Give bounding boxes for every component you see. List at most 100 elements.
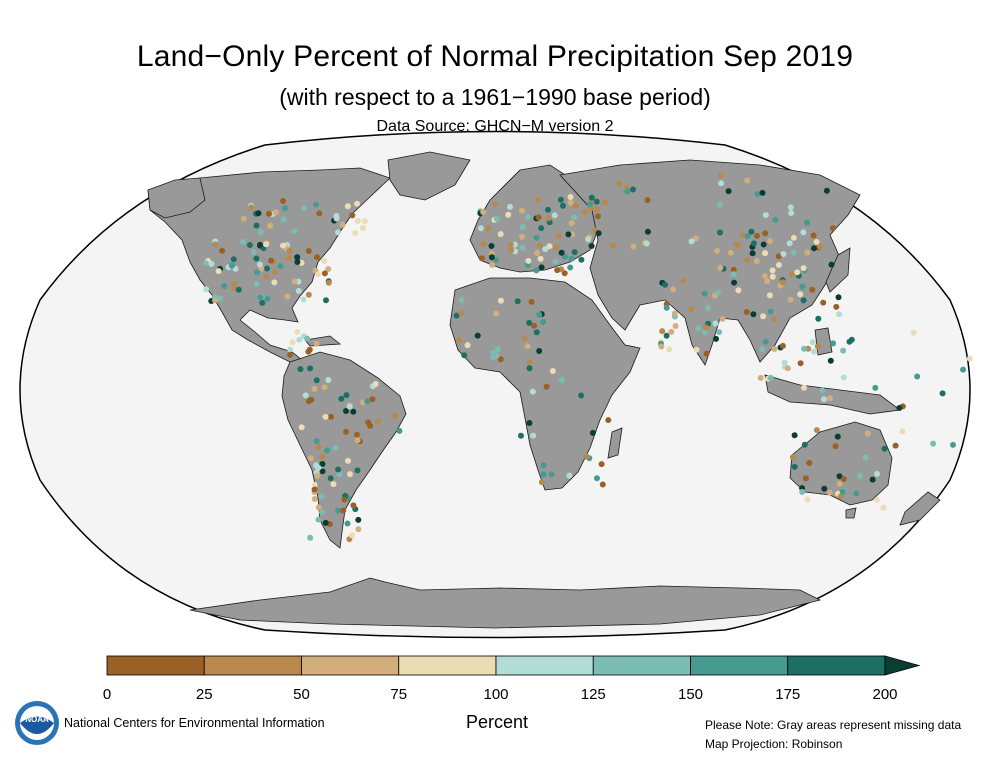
station-marker <box>598 461 605 468</box>
colorbar-tick-label: 75 <box>390 686 408 703</box>
station-marker <box>263 273 270 280</box>
station-marker <box>585 236 592 243</box>
station-marker <box>558 377 565 384</box>
station-marker <box>291 278 298 285</box>
colorbar-title: Percent <box>465 712 529 732</box>
station-marker <box>355 218 361 224</box>
station-marker <box>253 255 260 262</box>
station-marker <box>314 254 320 261</box>
land-madagascar <box>607 427 623 459</box>
station-marker <box>573 202 579 209</box>
colorbar-tick-label: 100 <box>483 686 509 703</box>
station-marker <box>583 453 590 460</box>
station-marker <box>767 238 774 245</box>
station-marker <box>396 427 403 434</box>
station-marker <box>346 471 353 478</box>
station-marker <box>784 365 791 372</box>
station-marker <box>313 377 320 384</box>
station-marker <box>814 343 821 350</box>
land-alaska <box>147 177 206 219</box>
map-subtitle: (with respect to a 1961−1990 base period… <box>279 84 711 110</box>
station-marker <box>298 424 305 431</box>
station-marker <box>799 488 806 495</box>
station-marker <box>360 225 366 232</box>
station-marker <box>318 493 325 500</box>
station-marker <box>367 422 374 429</box>
station-marker <box>797 291 804 298</box>
station-marker <box>840 476 847 482</box>
station-marker <box>263 241 269 248</box>
station-marker <box>495 346 501 353</box>
colorbar-tick-label: 175 <box>775 686 801 703</box>
station-marker <box>530 432 537 439</box>
station-marker <box>767 308 774 315</box>
land-japan <box>825 247 851 293</box>
station-marker <box>533 329 540 336</box>
station-marker <box>815 315 822 322</box>
station-marker <box>610 242 616 249</box>
station-marker <box>813 238 820 245</box>
station-marker <box>791 432 798 439</box>
station-marker <box>717 172 724 179</box>
station-marker <box>588 194 595 201</box>
station-marker <box>856 473 863 479</box>
station-marker <box>748 228 755 235</box>
station-marker <box>800 229 807 236</box>
station-marker <box>666 346 673 353</box>
station-marker <box>228 262 235 269</box>
colorbar <box>106 655 921 676</box>
station-marker <box>892 442 899 449</box>
data-source-label: Data Source: GHCN−M version 2 <box>376 118 614 135</box>
station-marker <box>950 441 956 448</box>
station-marker <box>545 215 552 222</box>
station-marker <box>566 472 573 479</box>
station-marker <box>534 250 541 256</box>
station-marker <box>526 420 533 426</box>
station-marker <box>899 428 906 435</box>
station-marker <box>836 473 843 480</box>
station-marker <box>294 329 301 335</box>
station-marker <box>578 392 585 399</box>
station-marker <box>497 297 504 304</box>
station-marker <box>272 268 278 275</box>
station-marker <box>277 263 284 270</box>
land-tasmania <box>845 507 857 519</box>
station-marker <box>235 286 242 293</box>
station-marker <box>910 329 917 336</box>
station-marker <box>531 322 538 329</box>
station-marker <box>567 264 574 271</box>
station-marker <box>480 240 487 247</box>
station-marker <box>771 316 777 323</box>
station-marker <box>749 250 756 257</box>
station-marker <box>537 242 544 249</box>
station-marker <box>538 225 545 232</box>
station-marker <box>744 233 751 240</box>
station-marker <box>519 244 526 251</box>
station-marker <box>560 202 566 209</box>
station-marker <box>313 340 320 347</box>
station-marker <box>588 243 595 249</box>
station-marker <box>311 481 318 488</box>
station-marker <box>490 354 497 361</box>
station-marker <box>680 277 687 284</box>
station-marker <box>542 246 549 253</box>
station-marker <box>762 338 769 345</box>
station-marker <box>295 287 302 294</box>
station-marker <box>338 395 345 402</box>
station-marker <box>750 240 757 247</box>
station-marker <box>780 251 787 257</box>
station-marker <box>809 286 816 293</box>
station-marker <box>703 350 710 357</box>
station-marker <box>759 189 766 196</box>
colorbar-segment <box>106 655 205 676</box>
station-marker <box>554 267 561 274</box>
station-marker <box>810 348 817 355</box>
station-marker <box>821 485 828 492</box>
station-marker <box>354 200 360 207</box>
station-marker <box>727 249 734 256</box>
land-asia <box>559 159 861 366</box>
station-marker <box>719 315 726 322</box>
station-marker <box>526 319 533 326</box>
station-marker <box>771 346 778 352</box>
station-marker <box>725 188 732 195</box>
